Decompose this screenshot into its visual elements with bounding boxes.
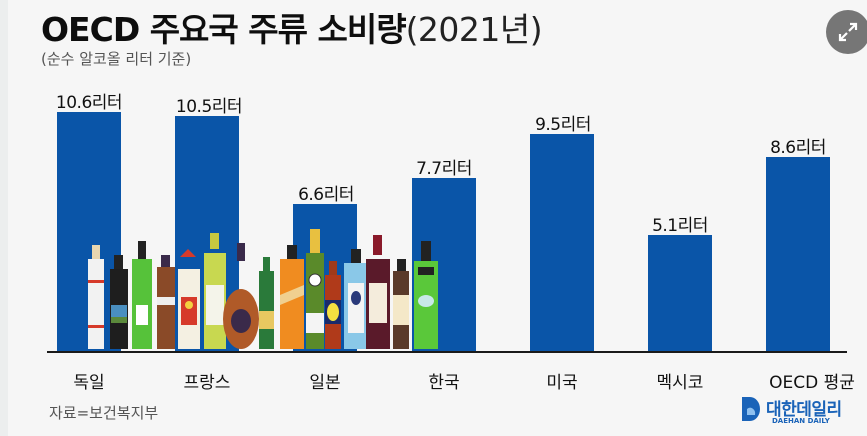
daehan-d-logo-icon: [742, 397, 760, 421]
left-edge-strip: [0, 0, 8, 436]
category-label-oecd-average: OECD 평균: [769, 373, 855, 393]
bar-usa: [530, 134, 594, 352]
chart-title-main: OECD 주요국 주류 소비량: [41, 10, 407, 49]
source-note: 자료=보건복지부: [49, 404, 159, 422]
chart-subtitle: (순수 알코올 리터 기준): [41, 50, 192, 68]
logo-name: 대한데일리: [766, 400, 842, 420]
value-label-mexico: 5.1리터: [652, 216, 708, 236]
value-label-germany: 10.6리터: [55, 93, 123, 113]
value-label-korea: 7.7리터: [416, 159, 472, 179]
logo-subtitle: DAEHAN DAILY: [772, 417, 830, 425]
chart-title: OECD 주요국 주류 소비량(2021년): [41, 10, 543, 50]
category-label-usa: 미국: [546, 373, 578, 393]
liquor-bottles-illustration: [88, 229, 438, 349]
value-label-japan: 6.6리터: [298, 185, 354, 205]
category-label-korea: 한국: [428, 373, 460, 393]
category-label-japan: 일본: [309, 373, 341, 393]
category-label-germany: 독일: [73, 373, 105, 393]
x-axis-baseline: [47, 351, 847, 353]
value-label-oecd: 8.6리터: [770, 138, 826, 158]
bar-mexico: [648, 235, 712, 352]
value-label-usa: 9.5리터: [535, 115, 591, 135]
category-label-france: 프랑스: [183, 373, 231, 393]
value-label-france: 10.5리터: [175, 97, 243, 117]
chart-title-year: (2021년): [405, 10, 543, 49]
category-label-mexico: 멕시코: [656, 373, 704, 393]
bar-oecd-average: [766, 157, 830, 352]
expand-button[interactable]: [826, 10, 867, 54]
daehan-daily-logo: 대한데일리 DAEHAN DAILY: [740, 395, 865, 425]
expand-arrows-icon: [838, 22, 858, 42]
